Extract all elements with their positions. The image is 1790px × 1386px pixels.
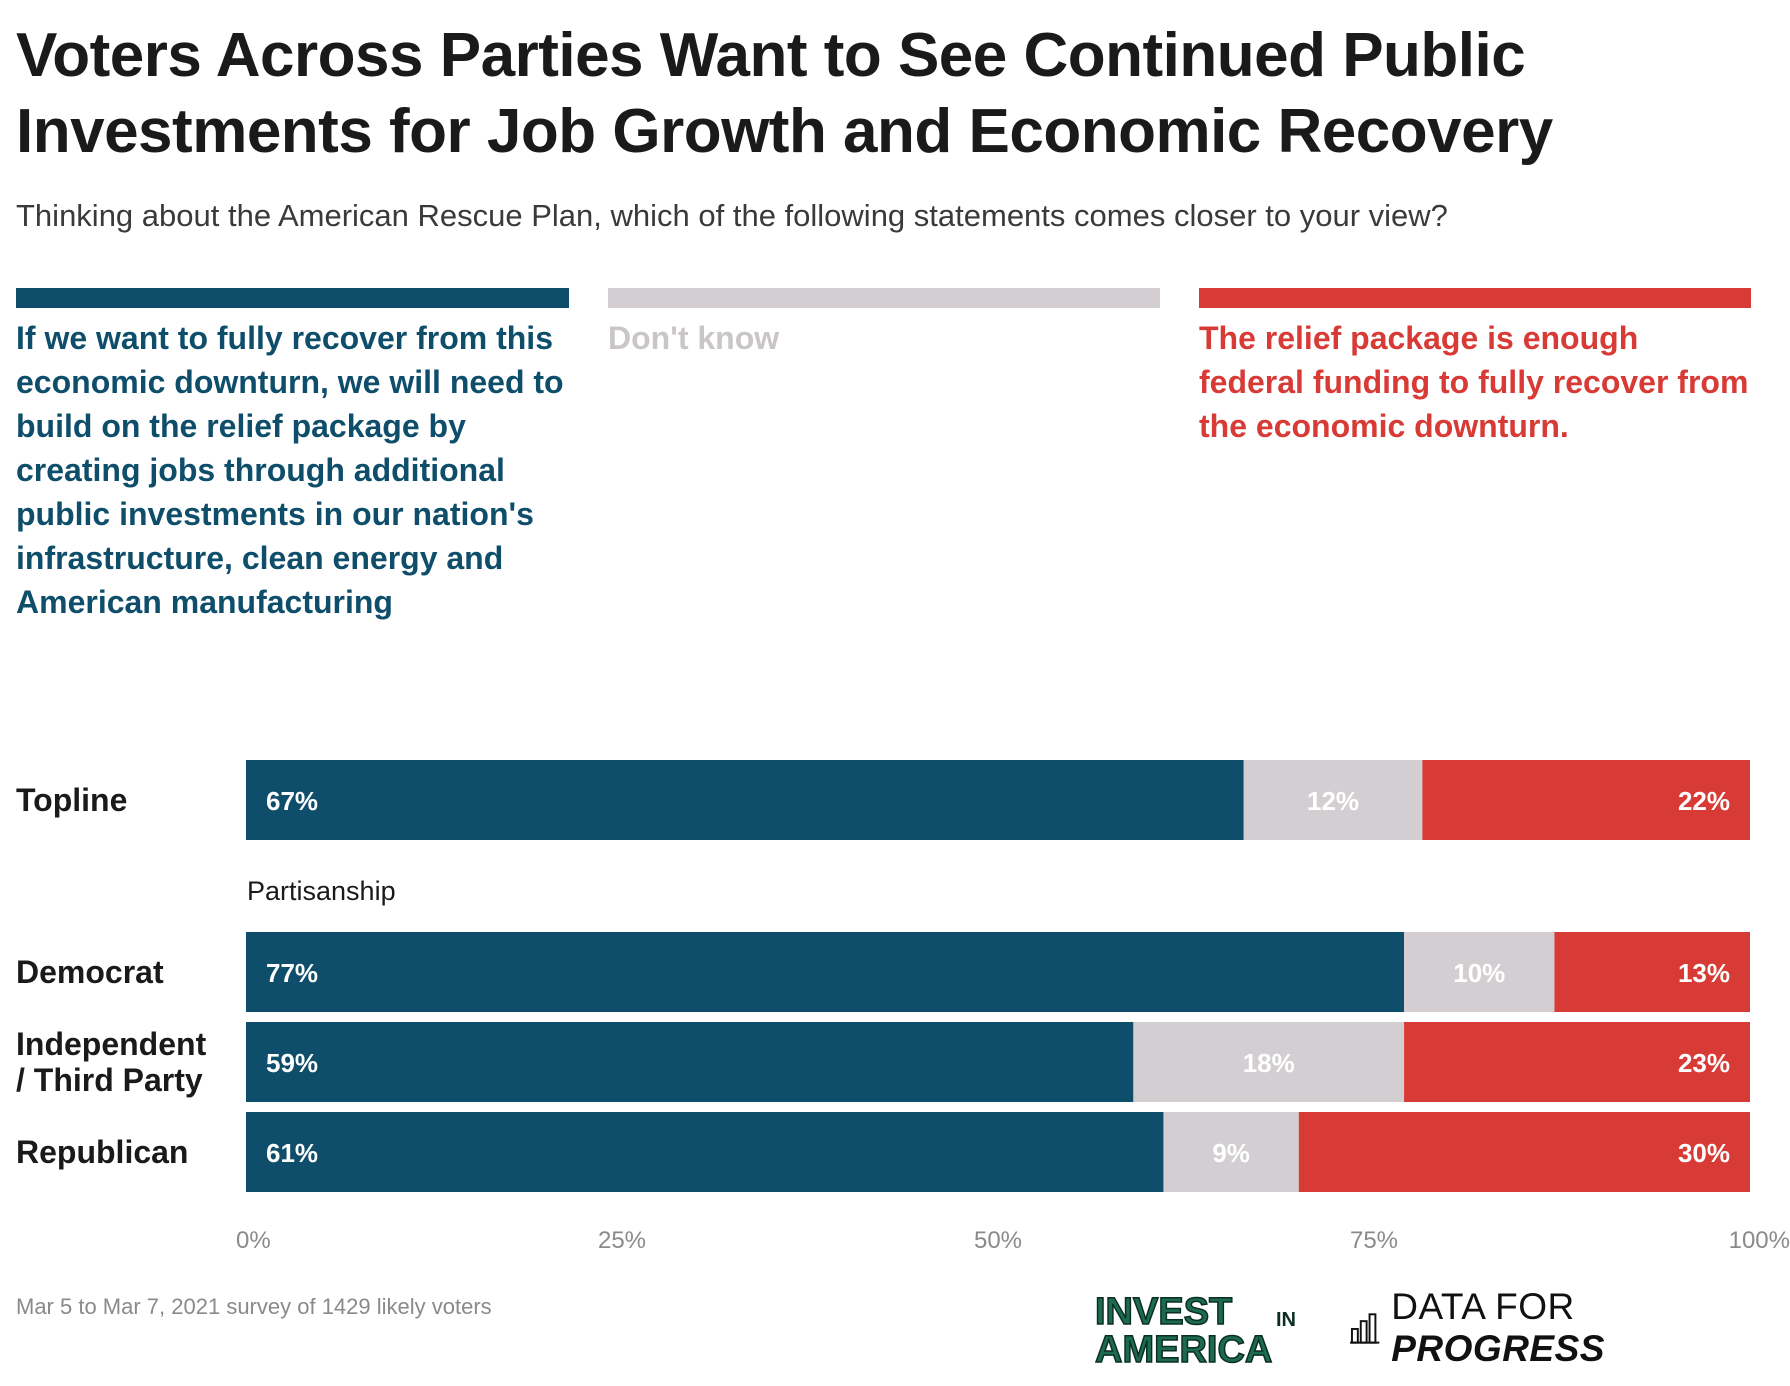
- bar-segment-dont-know-independent-third-party: [1133, 1022, 1405, 1102]
- data-label-dont-know-topline: 12%: [1307, 786, 1359, 816]
- category-label-republican: Republican: [16, 1134, 188, 1170]
- x-tick-label-75: 75%: [1350, 1227, 1398, 1254]
- bar-segment-build-independent-third-party: [246, 1022, 1134, 1102]
- bar-segment-build-democrat: [246, 932, 1405, 1012]
- logo-dfp-bold-text: PROGRESS: [1391, 1328, 1605, 1369]
- bar-segment-dont-know-democrat: [1404, 932, 1555, 1012]
- survey-note: Mar 5 to Mar 7, 2021 survey of 1429 like…: [16, 1294, 492, 1319]
- bar-segment-dont-know-topline: [1243, 760, 1423, 840]
- chart-title: Voters Across Parties Want to See Contin…: [16, 21, 1553, 166]
- data-label-build-independent-third-party: 59%: [266, 1048, 318, 1078]
- category-label-line: Republican: [16, 1134, 188, 1170]
- category-label-line: / Third Party: [16, 1062, 203, 1098]
- data-label-enough-republican: 30%: [1678, 1138, 1730, 1168]
- x-tick-label-100: 100%: [1729, 1227, 1790, 1254]
- legend-item-dont-know: Don't know: [608, 288, 1160, 360]
- legend-label-enough: The relief package is enough federal fun…: [1199, 320, 1749, 444]
- category-label-democrat: Democrat: [16, 954, 164, 990]
- legend-label-build: If we want to fully recover from this ec…: [16, 320, 564, 620]
- data-for-progress-logo: DATA FOR PROGRESS: [1350, 1286, 1790, 1369]
- bar-segment-enough-independent-third-party: [1404, 1022, 1750, 1102]
- data-label-build-topline: 67%: [266, 786, 318, 816]
- category-label-line: Independent: [16, 1026, 207, 1062]
- category-label-line: Topline: [16, 782, 127, 818]
- legend-label-dont-know: Don't know: [608, 320, 780, 356]
- bar-segment-enough-democrat: [1554, 932, 1750, 1012]
- data-label-enough-independent-third-party: 23%: [1678, 1048, 1730, 1078]
- data-label-dont-know-independent-third-party: 18%: [1243, 1048, 1295, 1078]
- invest-in-america-logo: INVEST IN AMERICA: [1094, 1290, 1296, 1366]
- bar-segment-enough-republican: [1298, 1112, 1750, 1192]
- group-label-partisanship: Partisanship: [247, 876, 396, 906]
- logo-in-text: IN: [1276, 1309, 1296, 1331]
- bar-chart-icon: [1350, 1313, 1380, 1344]
- logo-invest-text: INVEST: [1095, 1291, 1232, 1333]
- data-label-enough-democrat: 13%: [1678, 958, 1730, 988]
- legend-swatch-dont-know: [608, 288, 1160, 308]
- bar-segment-enough-topline: [1422, 760, 1750, 840]
- bar-segment-build-republican: [246, 1112, 1164, 1192]
- logo-america-text: AMERICA: [1095, 1329, 1272, 1366]
- category-label-line: Democrat: [16, 954, 164, 990]
- legend-swatch-build: [16, 288, 569, 308]
- x-tick-label-0: 0%: [236, 1227, 271, 1254]
- legend-swatch-enough: [1199, 288, 1751, 308]
- bar-segment-build-topline: [246, 760, 1244, 840]
- category-label-independent-third-party: Independent / Third Party: [16, 1026, 207, 1098]
- data-label-build-democrat: 77%: [266, 958, 318, 988]
- category-label-topline: Topline: [16, 782, 127, 818]
- x-tick-label-50: 50%: [974, 1227, 1022, 1254]
- data-label-dont-know-republican: 9%: [1212, 1138, 1250, 1168]
- legend-item-relief-enough: The relief package is enough federal fun…: [1199, 288, 1751, 448]
- x-tick-label-25: 25%: [598, 1227, 646, 1254]
- legend-item-build-on-relief: If we want to fully recover from this ec…: [16, 288, 569, 624]
- chart-subtitle: Thinking about the American Rescue Plan,…: [16, 198, 1448, 233]
- bar-segment-dont-know-republican: [1163, 1112, 1299, 1192]
- data-label-dont-know-democrat: 10%: [1453, 958, 1505, 988]
- data-label-enough-topline: 22%: [1678, 786, 1730, 816]
- data-label-build-republican: 61%: [266, 1138, 318, 1168]
- logo-dfp-plain-text: DATA FOR: [1391, 1286, 1575, 1327]
